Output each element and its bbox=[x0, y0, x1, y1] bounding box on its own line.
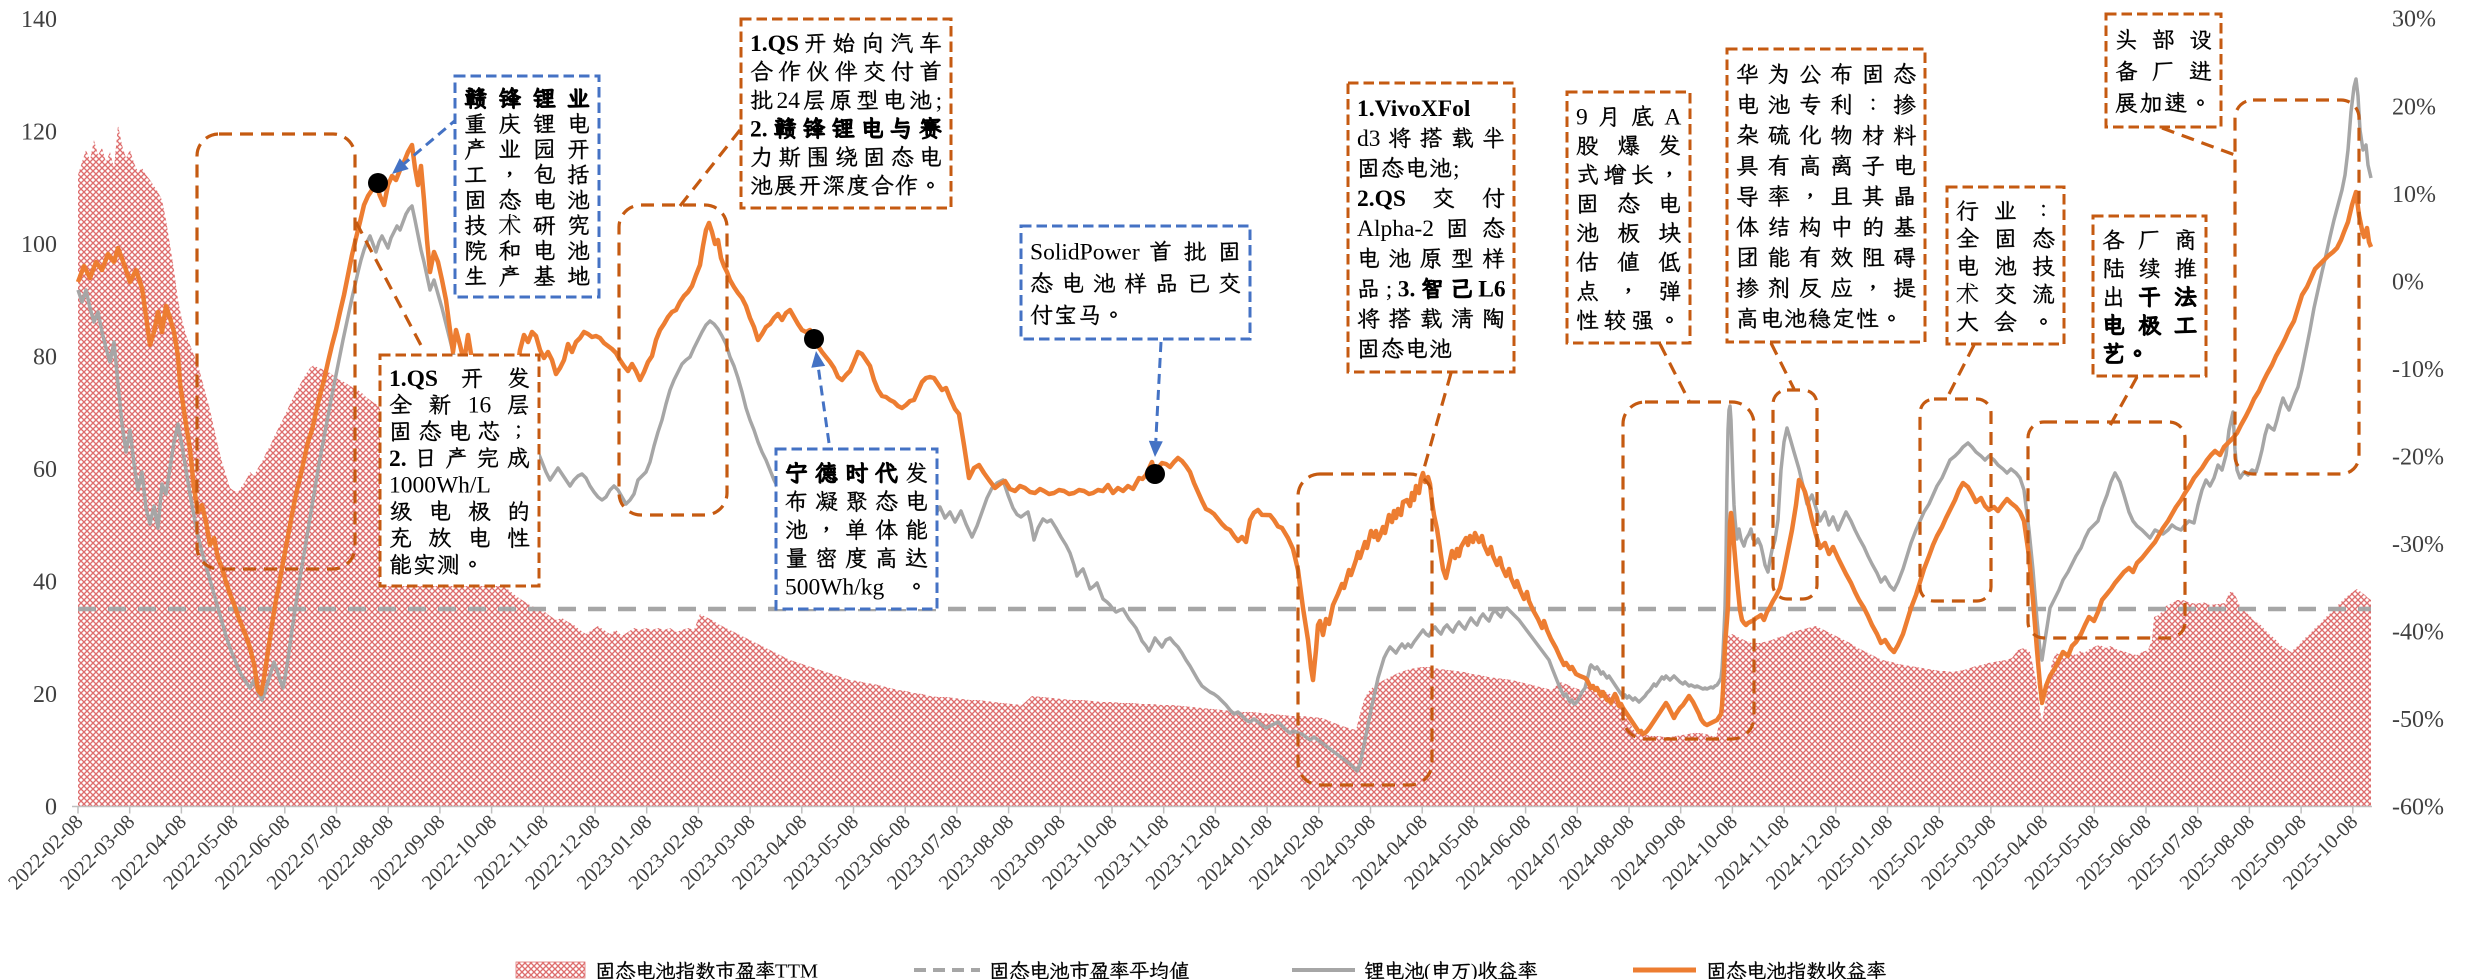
svg-text:20: 20 bbox=[33, 682, 57, 708]
svg-text:L6: L6 bbox=[1478, 277, 1506, 303]
svg-text:-50%: -50% bbox=[2392, 707, 2444, 733]
svg-text:0: 0 bbox=[45, 795, 57, 821]
svg-text:60: 60 bbox=[33, 457, 57, 483]
svg-text:-40%: -40% bbox=[2392, 619, 2444, 645]
svg-text:1.VivoXFol: 1.VivoXFol bbox=[1357, 96, 1471, 122]
svg-text:-30%: -30% bbox=[2392, 532, 2444, 558]
svg-text:3.: 3. bbox=[1398, 277, 1416, 303]
svg-text:140: 140 bbox=[21, 7, 57, 33]
svg-text:100: 100 bbox=[21, 232, 57, 258]
svg-text:d3: d3 bbox=[1357, 126, 1381, 152]
svg-text:(: ( bbox=[1424, 961, 1431, 979]
svg-text:-20%: -20% bbox=[2392, 444, 2444, 470]
svg-text:30%: 30% bbox=[2392, 7, 2436, 33]
svg-text:2.QS: 2.QS bbox=[1357, 186, 1406, 212]
svg-text:80: 80 bbox=[33, 345, 57, 371]
svg-text:2.: 2. bbox=[750, 117, 768, 143]
svg-text:Alpha-2: Alpha-2 bbox=[1357, 216, 1434, 242]
svg-text:;: ; bbox=[936, 88, 943, 114]
svg-text:20%: 20% bbox=[2392, 94, 2436, 120]
svg-text:24: 24 bbox=[777, 88, 801, 114]
svg-text:9: 9 bbox=[1576, 104, 1588, 130]
svg-text:-60%: -60% bbox=[2392, 795, 2444, 821]
svg-text:): ) bbox=[1471, 961, 1478, 979]
svg-text:16: 16 bbox=[468, 393, 492, 419]
svg-text:TTM: TTM bbox=[775, 961, 818, 979]
svg-text:1000Wh/L: 1000Wh/L bbox=[389, 473, 491, 499]
svg-text:;: ; bbox=[1386, 277, 1393, 303]
svg-text:2.: 2. bbox=[389, 446, 407, 472]
svg-text:A: A bbox=[1664, 104, 1681, 130]
svg-text:500Wh/kg: 500Wh/kg bbox=[785, 575, 884, 601]
svg-text:1.QS: 1.QS bbox=[389, 366, 438, 392]
svg-text:-10%: -10% bbox=[2392, 357, 2444, 383]
svg-text:;: ; bbox=[1453, 156, 1460, 182]
svg-text:40: 40 bbox=[33, 570, 57, 596]
svg-text:1.QS: 1.QS bbox=[750, 31, 799, 57]
svg-text:10%: 10% bbox=[2392, 182, 2436, 208]
svg-text:0%: 0% bbox=[2392, 269, 2424, 295]
svg-text:SolidPower: SolidPower bbox=[1030, 240, 1140, 266]
svg-text:120: 120 bbox=[21, 120, 57, 146]
